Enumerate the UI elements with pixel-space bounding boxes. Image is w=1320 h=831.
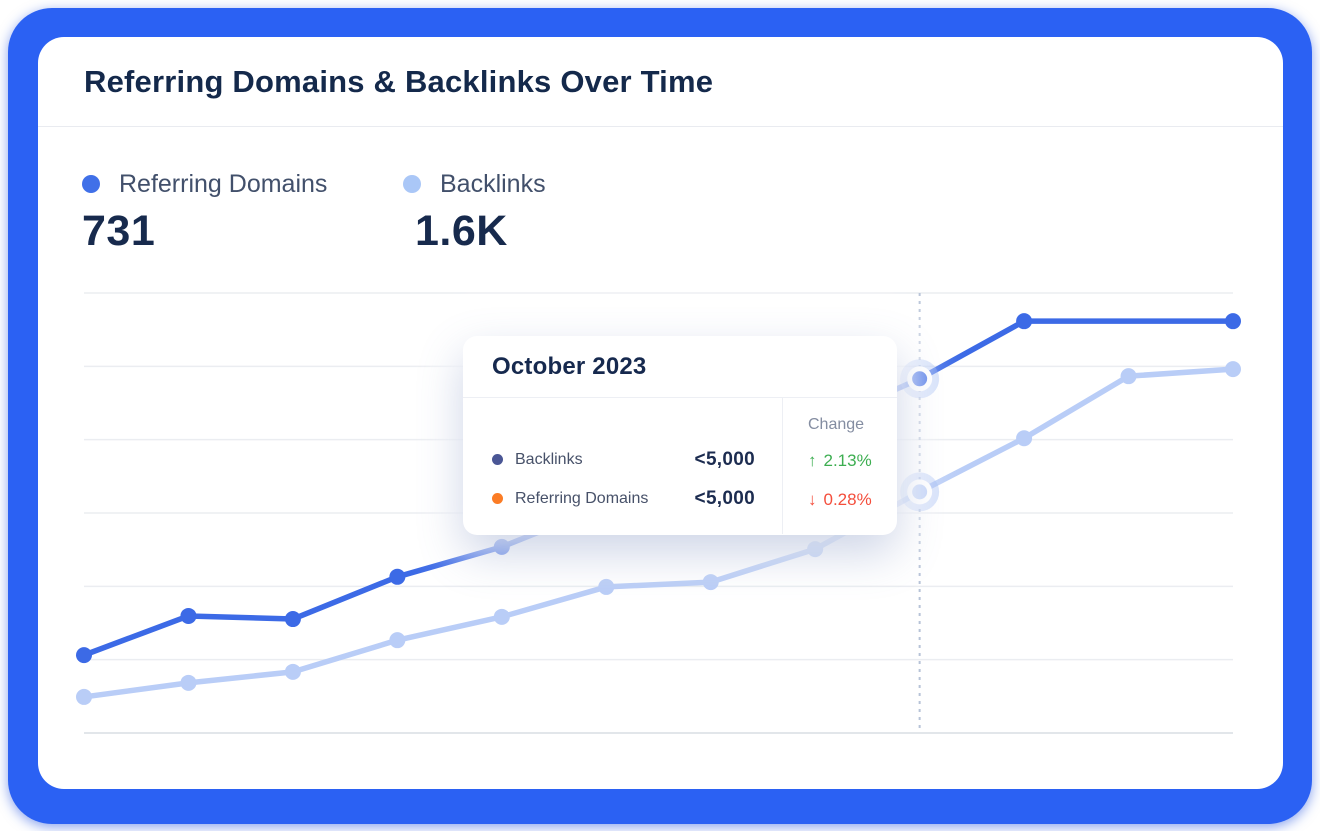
chart-tooltip: October 2023 Backlinks <5,000 Referring … [463,336,897,535]
tooltip-change-backlinks: ↑ 2.13% [808,441,897,480]
backlinks-dot-icon [403,175,421,193]
tooltip-row-value: <5,000 [694,487,755,509]
arrow-down-icon: ↓ [808,489,817,509]
tooltip-change-value: 0.28% [823,489,872,509]
tooltip-referring-domains-dot-icon [492,493,503,504]
tooltip-row-label: Backlinks [515,450,583,468]
chart-legend: Referring Domains 731 Backlinks 1.6K [38,165,1283,285]
referring-domains-dot-icon [82,175,100,193]
tooltip-header: October 2023 [463,336,897,398]
legend-label: Backlinks [440,169,546,198]
legend-item-backlinks[interactable]: Backlinks 1.6K [403,165,546,256]
arrow-up-icon: ↑ [808,450,817,470]
legend-label: Referring Domains [119,169,328,198]
tooltip-backlinks-dot-icon [492,454,503,465]
referring-domains-total: 731 [82,207,156,255]
tooltip-change-header: Change [808,416,865,433]
tooltip-change-column: Change ↑ 2.13% ↓ 0.28% [782,398,897,534]
legend-item-referring-domains[interactable]: Referring Domains 731 [82,165,327,256]
tooltip-title: October 2023 [492,353,647,380]
tooltip-row-value: <5,000 [694,448,755,470]
card-header: Referring Domains & Backlinks Over Time [38,37,1283,127]
tooltip-row-referring-domains: Referring Domains <5,000 [492,479,782,518]
tooltip-change-value: 2.13% [823,450,872,470]
page-title: Referring Domains & Backlinks Over Time [84,64,714,99]
tooltip-row-label: Referring Domains [515,489,649,507]
tooltip-row-backlinks: Backlinks <5,000 [492,440,782,479]
tooltip-change-referring-domains: ↓ 0.28% [808,480,897,519]
tooltip-series-column: Backlinks <5,000 Referring Domains <5,00… [463,398,782,534]
backlinks-total: 1.6K [415,207,508,255]
